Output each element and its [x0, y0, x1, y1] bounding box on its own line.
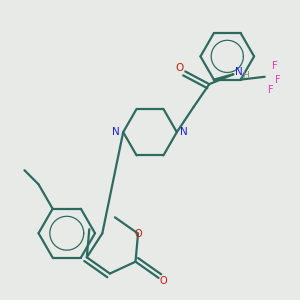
- Text: F: F: [268, 85, 273, 95]
- Text: N: N: [235, 67, 242, 77]
- Text: F: F: [275, 75, 281, 85]
- Text: H: H: [242, 71, 249, 80]
- Text: O: O: [175, 64, 184, 74]
- Text: N: N: [112, 127, 120, 137]
- Text: O: O: [134, 229, 142, 238]
- Text: N: N: [180, 127, 188, 137]
- Text: O: O: [160, 276, 167, 286]
- Text: F: F: [272, 61, 278, 71]
